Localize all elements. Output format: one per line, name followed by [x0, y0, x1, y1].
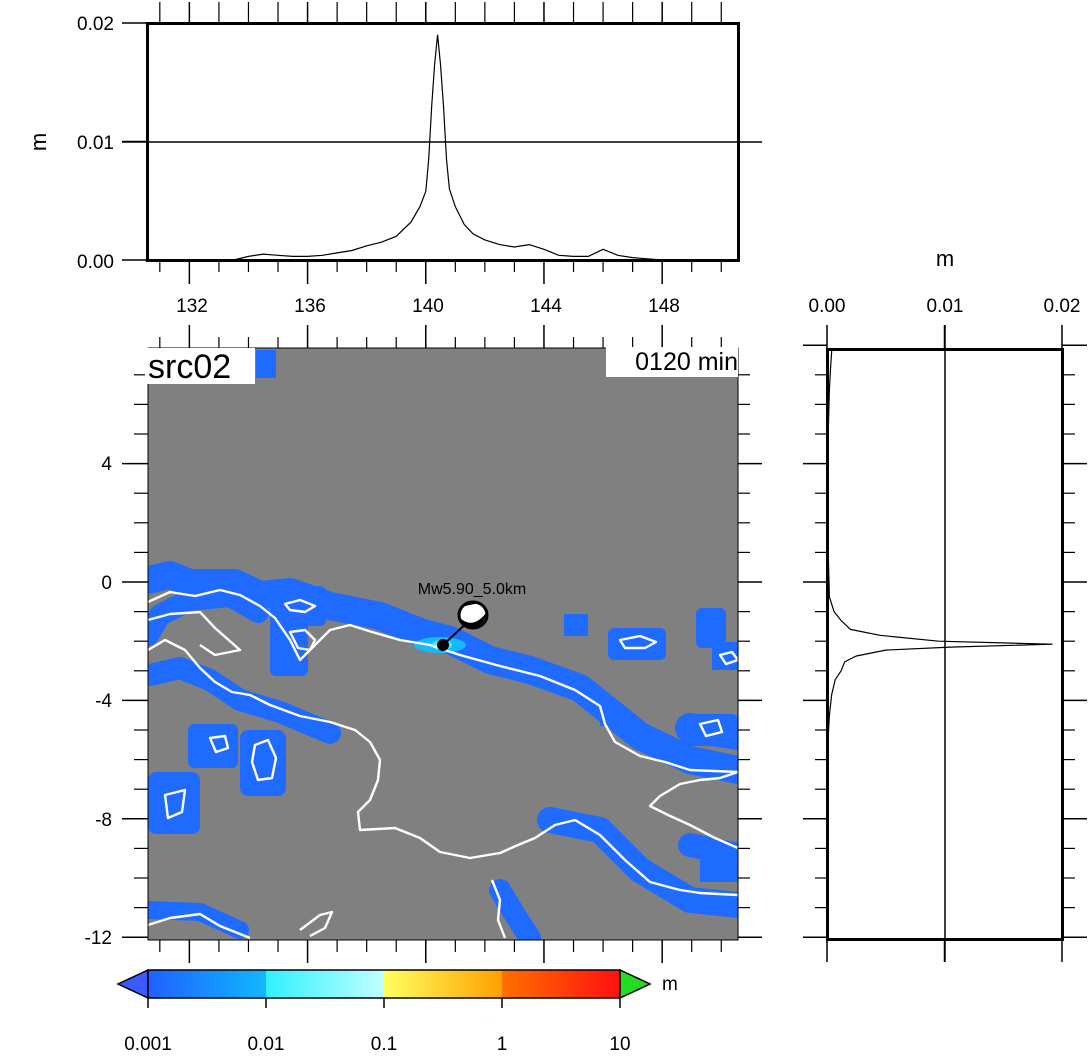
top-frame	[146, 22, 740, 262]
right-profile-line	[826, 351, 1053, 944]
map-ytick-label-n8: -8	[95, 810, 112, 831]
source-label: Mw5.90_5.0km	[418, 581, 527, 598]
coast-island-e	[250, 738, 278, 782]
colorbar: m 0.001 0.01 0.1 1 10	[116, 968, 678, 1055]
map-time-label: 0120 min	[635, 348, 738, 376]
map-title: src02	[148, 348, 231, 386]
top-xtick-label-148: 148	[648, 296, 680, 317]
right-xtick-label-002: 0.02	[1044, 296, 1081, 317]
map-time-box: 0120 min	[606, 347, 738, 377]
colorbar-segment-1	[148, 970, 266, 998]
wave-island-9	[148, 772, 200, 834]
colorbar-ticks	[147, 998, 621, 1008]
colorbar-segment-4	[502, 970, 620, 998]
top-profile-panel: m 0.00 0.01 0.02 132 136 140 144 148	[26, 2, 762, 317]
coast-birdshead-south	[148, 638, 738, 897]
wave-island-10	[684, 714, 738, 746]
wave-island-8	[240, 730, 286, 796]
map-ticks	[122, 325, 762, 963]
source-epicenter	[437, 639, 449, 651]
top-xtick-label-136: 136	[294, 296, 326, 317]
colorbar-over-arrow	[619, 968, 652, 1000]
focal-mechanism-beachball	[457, 600, 489, 630]
coast-island-a	[283, 598, 317, 614]
wave-band-birdshead	[148, 585, 269, 646]
coast-torres	[490, 879, 507, 939]
source-marker: Mw5.90_5.0km	[418, 581, 527, 651]
top-ytick-label-001: 0.01	[77, 133, 114, 154]
colorbar-label-0: 0.001	[124, 1034, 172, 1055]
colorbar-label-3: 1	[497, 1034, 508, 1055]
wave-band-torres	[489, 879, 541, 940]
wave-band-south	[537, 807, 738, 918]
map-panel: Mw5.90_5.0km src02 0120 min 4 0 -4 -8 -1…	[85, 325, 762, 963]
map-ytick-label-n4: -4	[95, 691, 112, 712]
map-ytick-label-0: 0	[101, 573, 112, 594]
coast-new-guinea-north	[148, 588, 738, 774]
coast-island-f	[208, 734, 230, 754]
colorbar-label-1: 0.01	[248, 1034, 285, 1055]
top-ylabel: m	[26, 133, 51, 151]
wave-island-11	[600, 704, 624, 726]
wave-island-2	[270, 620, 308, 676]
right-frame	[826, 348, 1064, 941]
map-ytick-label-4: 4	[101, 454, 112, 475]
top-ytick-label-002: 0.02	[77, 14, 114, 35]
coast-island-g	[163, 788, 187, 820]
coast-bay-loop	[148, 610, 242, 657]
wave-island-5	[696, 608, 726, 648]
map-ytick-label-n12: -12	[85, 928, 112, 949]
top-ticks	[122, 2, 722, 284]
top-xtick-label-140: 140	[412, 296, 444, 317]
colorbar-segment-3	[384, 970, 502, 998]
wave-band-west-lower	[148, 657, 341, 744]
wave-island-topleft	[256, 350, 276, 378]
right-profile-panel: m 0.00 0.01 0.02	[803, 246, 1087, 962]
wave-island-4	[608, 628, 666, 660]
wave-height-field	[148, 350, 738, 940]
coast-island-d	[718, 650, 738, 666]
top-xtick-label-132: 132	[176, 296, 208, 317]
colorbar-label-4: 10	[609, 1034, 630, 1055]
coast-southwest	[148, 912, 251, 940]
wave-island-12	[700, 842, 738, 882]
wave-band-southwest	[148, 901, 249, 939]
map-frame	[147, 347, 739, 941]
coast-island-h	[698, 718, 724, 738]
top-ytick-label-000: 0.00	[77, 252, 114, 273]
coast-island-c	[618, 634, 658, 650]
wave-island-3	[564, 614, 588, 636]
right-xtick-label-001: 0.01	[927, 296, 964, 317]
coast-east-tip	[648, 770, 738, 850]
colorbar-segment-2	[266, 970, 384, 998]
coast-island-b	[288, 628, 317, 652]
right-xtick-label-000: 0.00	[809, 296, 846, 317]
coast-small-south	[299, 910, 334, 938]
top-profile-line	[145, 34, 731, 261]
colorbar-label-2: 0.1	[371, 1034, 397, 1055]
map-title-box: src02	[145, 348, 255, 386]
right-ticks	[803, 325, 1087, 962]
right-xlabel: m	[936, 246, 954, 271]
colorbar-under-arrow	[116, 968, 149, 1000]
top-xtick-label-144: 144	[530, 296, 562, 317]
coastlines	[148, 588, 738, 940]
colorbar-unit: m	[662, 974, 678, 995]
wave-island-1	[270, 586, 326, 626]
